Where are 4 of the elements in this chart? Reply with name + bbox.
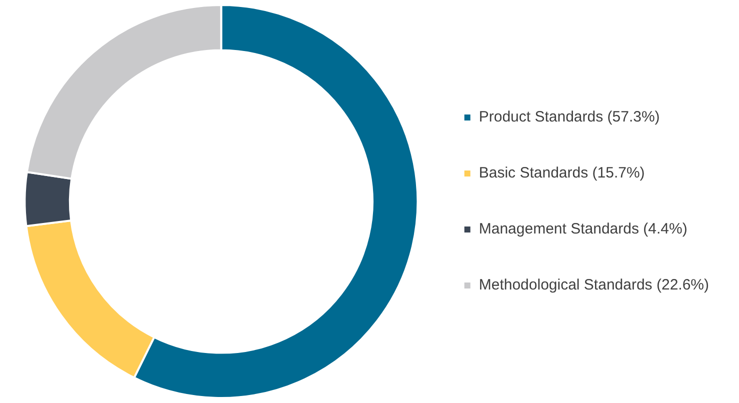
legend-label: Methodological Standards (22.6%) (478, 276, 710, 294)
legend-label: Basic Standards (15.7%) (478, 164, 645, 182)
legend-label: Product Standards (57.3%) (478, 108, 660, 126)
legend-label: Management Standards (4.4%) (478, 220, 688, 238)
